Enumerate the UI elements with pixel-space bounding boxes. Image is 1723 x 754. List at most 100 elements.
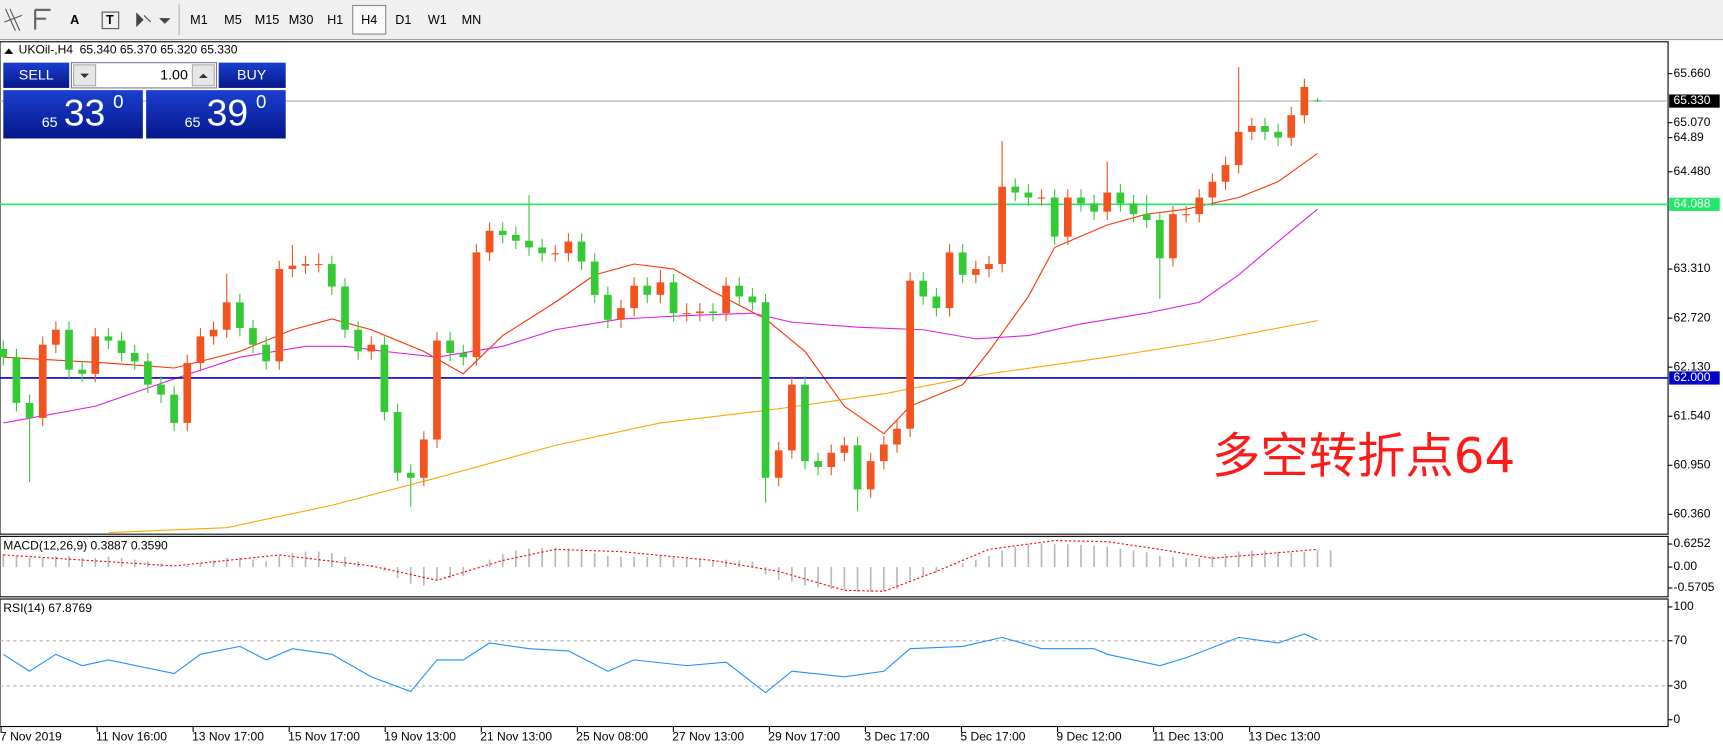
- current-price-tag: [1669, 94, 1720, 108]
- text-tool[interactable]: A: [70, 13, 79, 27]
- timeframe-button[interactable]: D1: [395, 13, 411, 27]
- x-tick-label: 25 Nov 08:00: [576, 730, 648, 744]
- up-arrow: [198, 73, 208, 79]
- candle-body: [104, 336, 113, 341]
- y-tick-label: 60.950: [1674, 457, 1711, 471]
- x-tick-label: 3 Dec 17:00: [864, 730, 929, 744]
- axes: 65.660 65.070 64.480 64.89 63.310 62.720 62.13…: [0, 66, 1720, 744]
- candle-body: [446, 340, 454, 354]
- collapse-arrow[interactable]: [4, 48, 14, 54]
- indicator-icon[interactable]: [4, 8, 23, 32]
- buy-button[interactable]: [218, 62, 286, 88]
- candle-body: [1287, 115, 1296, 138]
- candle-body: [893, 428, 901, 445]
- candle-body: [1313, 100, 1322, 102]
- candle-body: [420, 439, 428, 478]
- candle-body: [275, 269, 284, 362]
- x-tick-label: 13 Dec 13:00: [1249, 730, 1321, 744]
- candle-body: [196, 336, 205, 364]
- bid-sup: 0: [113, 91, 123, 112]
- candle-body: [1037, 197, 1046, 199]
- candle-body: [380, 344, 389, 413]
- candle-body: [538, 247, 546, 254]
- candle-body: [511, 234, 520, 241]
- x-tick-label: 15 Nov 17:00: [288, 730, 360, 744]
- template-icon[interactable]: [34, 8, 51, 30]
- candle-body: [906, 280, 914, 429]
- x-tick-label: 21 Nov 13:00: [480, 730, 552, 744]
- candle-body: [236, 302, 244, 329]
- candle-body: [1077, 197, 1085, 204]
- candle-body: [945, 252, 954, 309]
- candle-body: [485, 230, 494, 253]
- candle-body: [656, 282, 665, 295]
- timeframe-button[interactable]: W1: [428, 13, 447, 27]
- down-arrow: [80, 73, 90, 79]
- timeframes: M1 M5 M15 M30 H1 H4 D1 W1 MN: [190, 4, 482, 35]
- candle-body: [1261, 126, 1269, 132]
- toolbar-bg: [0, 0, 1723, 40]
- timeframe-button[interactable]: H4: [361, 13, 377, 27]
- candle-body: [1169, 214, 1177, 259]
- active-timeframe: [352, 4, 387, 35]
- candle-body: [590, 261, 599, 295]
- candle-body: [748, 296, 757, 303]
- y-tick-label: 64.89: [1674, 130, 1705, 144]
- candle-body: [1247, 126, 1256, 132]
- bid-box[interactable]: [3, 90, 143, 139]
- candle-body: [879, 444, 888, 462]
- candle-body: [617, 308, 625, 320]
- timeframe-button[interactable]: M15: [255, 13, 280, 27]
- ask-box[interactable]: [146, 90, 286, 139]
- candle-body: [919, 280, 928, 297]
- timeframe-button[interactable]: H1: [327, 13, 343, 27]
- candle-body: [1195, 197, 1204, 215]
- chart: 65.660 65.070 64.480 64.89 63.310 62.720 62.13…: [0, 41, 1720, 744]
- candle-body: [840, 445, 849, 453]
- y-tick-label: 0.6252: [1674, 536, 1711, 550]
- candle-body: [433, 340, 441, 440]
- y-tick-label: 62.130: [1674, 359, 1711, 373]
- candle-body: [222, 302, 231, 330]
- x-tick-label: 29 Nov 17:00: [768, 730, 840, 744]
- candle-body: [1221, 165, 1230, 182]
- candle-body: [170, 394, 178, 423]
- candle-body: [603, 294, 612, 320]
- y-tick-label: 100: [1674, 599, 1694, 613]
- candle-body: [1063, 197, 1072, 237]
- candle-body: [827, 452, 836, 467]
- macd-signal: [3, 539, 1318, 592]
- candle-body: [65, 329, 73, 370]
- timeframe-button[interactable]: M30: [289, 13, 314, 27]
- chart-header: UKOil-,H4 65.340 65.370 65.320 65.330: [19, 43, 238, 57]
- timeframe-button[interactable]: MN: [462, 13, 482, 27]
- candle-body: [472, 252, 481, 358]
- buy-label[interactable]: BUY: [237, 68, 267, 84]
- ohlc: 65.340 65.370 65.320 65.330: [80, 43, 238, 57]
- y-tick-label: 62.720: [1674, 310, 1711, 324]
- candle-body: [866, 461, 875, 490]
- y-tick-label: 30: [1674, 678, 1688, 692]
- sell-label[interactable]: SELL: [19, 68, 54, 84]
- rsi-frame: [0, 598, 1669, 728]
- moving-average: [3, 208, 1318, 424]
- rsi-line: [2, 633, 1318, 694]
- candle-body: [328, 264, 336, 287]
- timeframe-button[interactable]: M1: [190, 13, 208, 27]
- timeframe-button[interactable]: M5: [224, 13, 242, 27]
- candle-body: [801, 384, 809, 462]
- x-tick-label: 9 Dec 12:00: [1056, 730, 1121, 744]
- volume[interactable]: 1.00: [160, 68, 188, 84]
- label-tool[interactable]: T: [106, 13, 114, 27]
- candle-body: [1050, 197, 1059, 237]
- candle-body: [1129, 203, 1138, 215]
- candle-body: [459, 353, 468, 358]
- ask-main: 39: [207, 91, 249, 133]
- candle-body: [669, 282, 678, 314]
- y-tick-label: 65.660: [1674, 66, 1711, 80]
- candle-body: [1011, 186, 1020, 193]
- candle-body: [814, 461, 822, 467]
- shapes-tool[interactable]: [135, 12, 171, 27]
- candle-body: [314, 264, 323, 266]
- sell-button[interactable]: [3, 62, 70, 88]
